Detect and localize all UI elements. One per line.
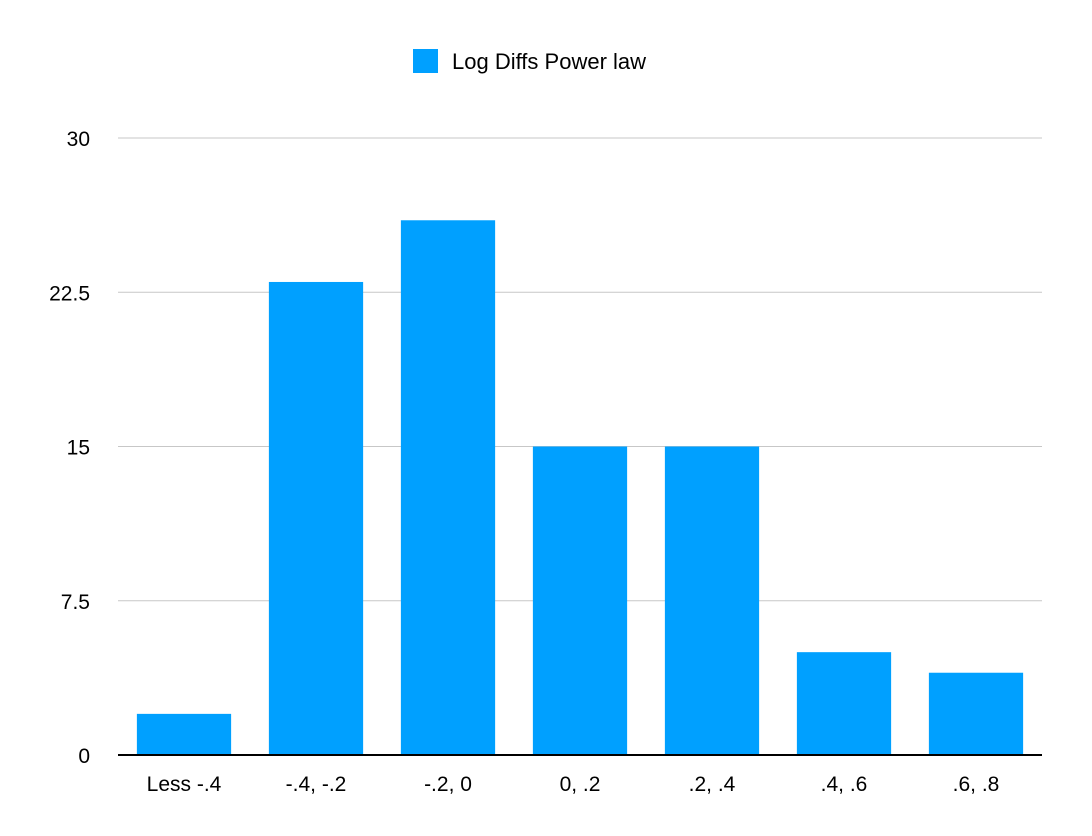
x-tick-label: .4, .6 — [821, 773, 868, 796]
legend-swatch — [413, 49, 438, 73]
bar — [664, 446, 760, 755]
x-tick-label: .6, .8 — [953, 773, 1000, 796]
bar — [268, 281, 364, 755]
bar — [928, 672, 1024, 755]
x-tick-label: 0, .2 — [560, 773, 601, 796]
bar — [532, 446, 628, 755]
y-tick-label: 0 — [78, 745, 90, 768]
bar — [796, 652, 892, 755]
x-tick-label: Less -.4 — [147, 773, 222, 796]
bars — [136, 220, 1024, 755]
y-tick-label: 7.5 — [61, 591, 90, 614]
x-axis: Less -.4 -.4, -.2 -.2, 0 0, .2 .2, .4 .4, .6.… — [147, 773, 1000, 796]
y-axis: 0 7.5 15 22.5 30 — [49, 128, 90, 768]
x-tick-label: -.4, -.2 — [286, 773, 347, 796]
legend-label: Log Diffs Power law — [452, 49, 646, 74]
y-tick-label: 15 — [67, 437, 90, 460]
y-tick-label: 22.5 — [49, 282, 90, 305]
legend: Log Diffs Power law — [413, 49, 646, 74]
x-tick-label: .2, .4 — [689, 773, 736, 796]
y-tick-label: 30 — [67, 128, 90, 151]
x-tick-label: -.2, 0 — [424, 773, 472, 796]
bar — [136, 713, 232, 755]
bar — [400, 220, 496, 755]
